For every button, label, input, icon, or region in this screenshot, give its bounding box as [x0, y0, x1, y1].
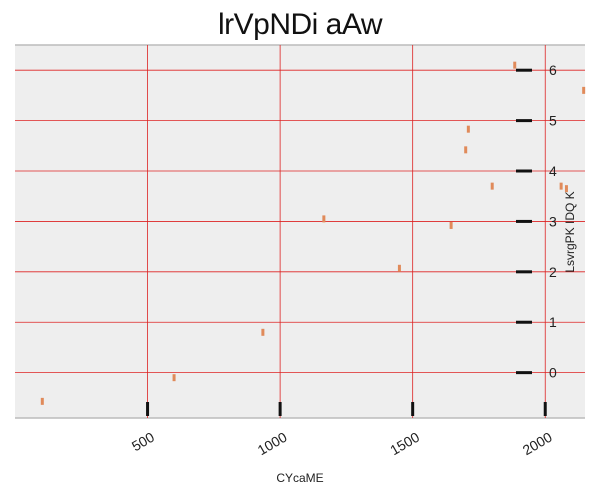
x-tick-label: 1500 — [387, 429, 422, 459]
y-tick-label: 6 — [549, 62, 557, 78]
y-tick-label: 0 — [549, 365, 557, 381]
y-tick-label: 4 — [549, 163, 557, 179]
x-tick-label: 2000 — [520, 429, 555, 459]
x-tick-label: 1000 — [255, 429, 290, 459]
y-tick-label: 1 — [549, 314, 557, 330]
x-axis-label: CYcaME — [276, 471, 323, 485]
y-tick-label: 3 — [549, 213, 557, 229]
y-axis-label: LsvrgPK IDQ K — [563, 191, 577, 272]
plot-area — [15, 45, 585, 418]
chart-title: lrVpNDi aAw — [218, 8, 383, 41]
y-tick-label: 5 — [549, 113, 557, 129]
x-tick-label: 500 — [129, 429, 157, 455]
y-tick-label: 2 — [549, 264, 557, 280]
